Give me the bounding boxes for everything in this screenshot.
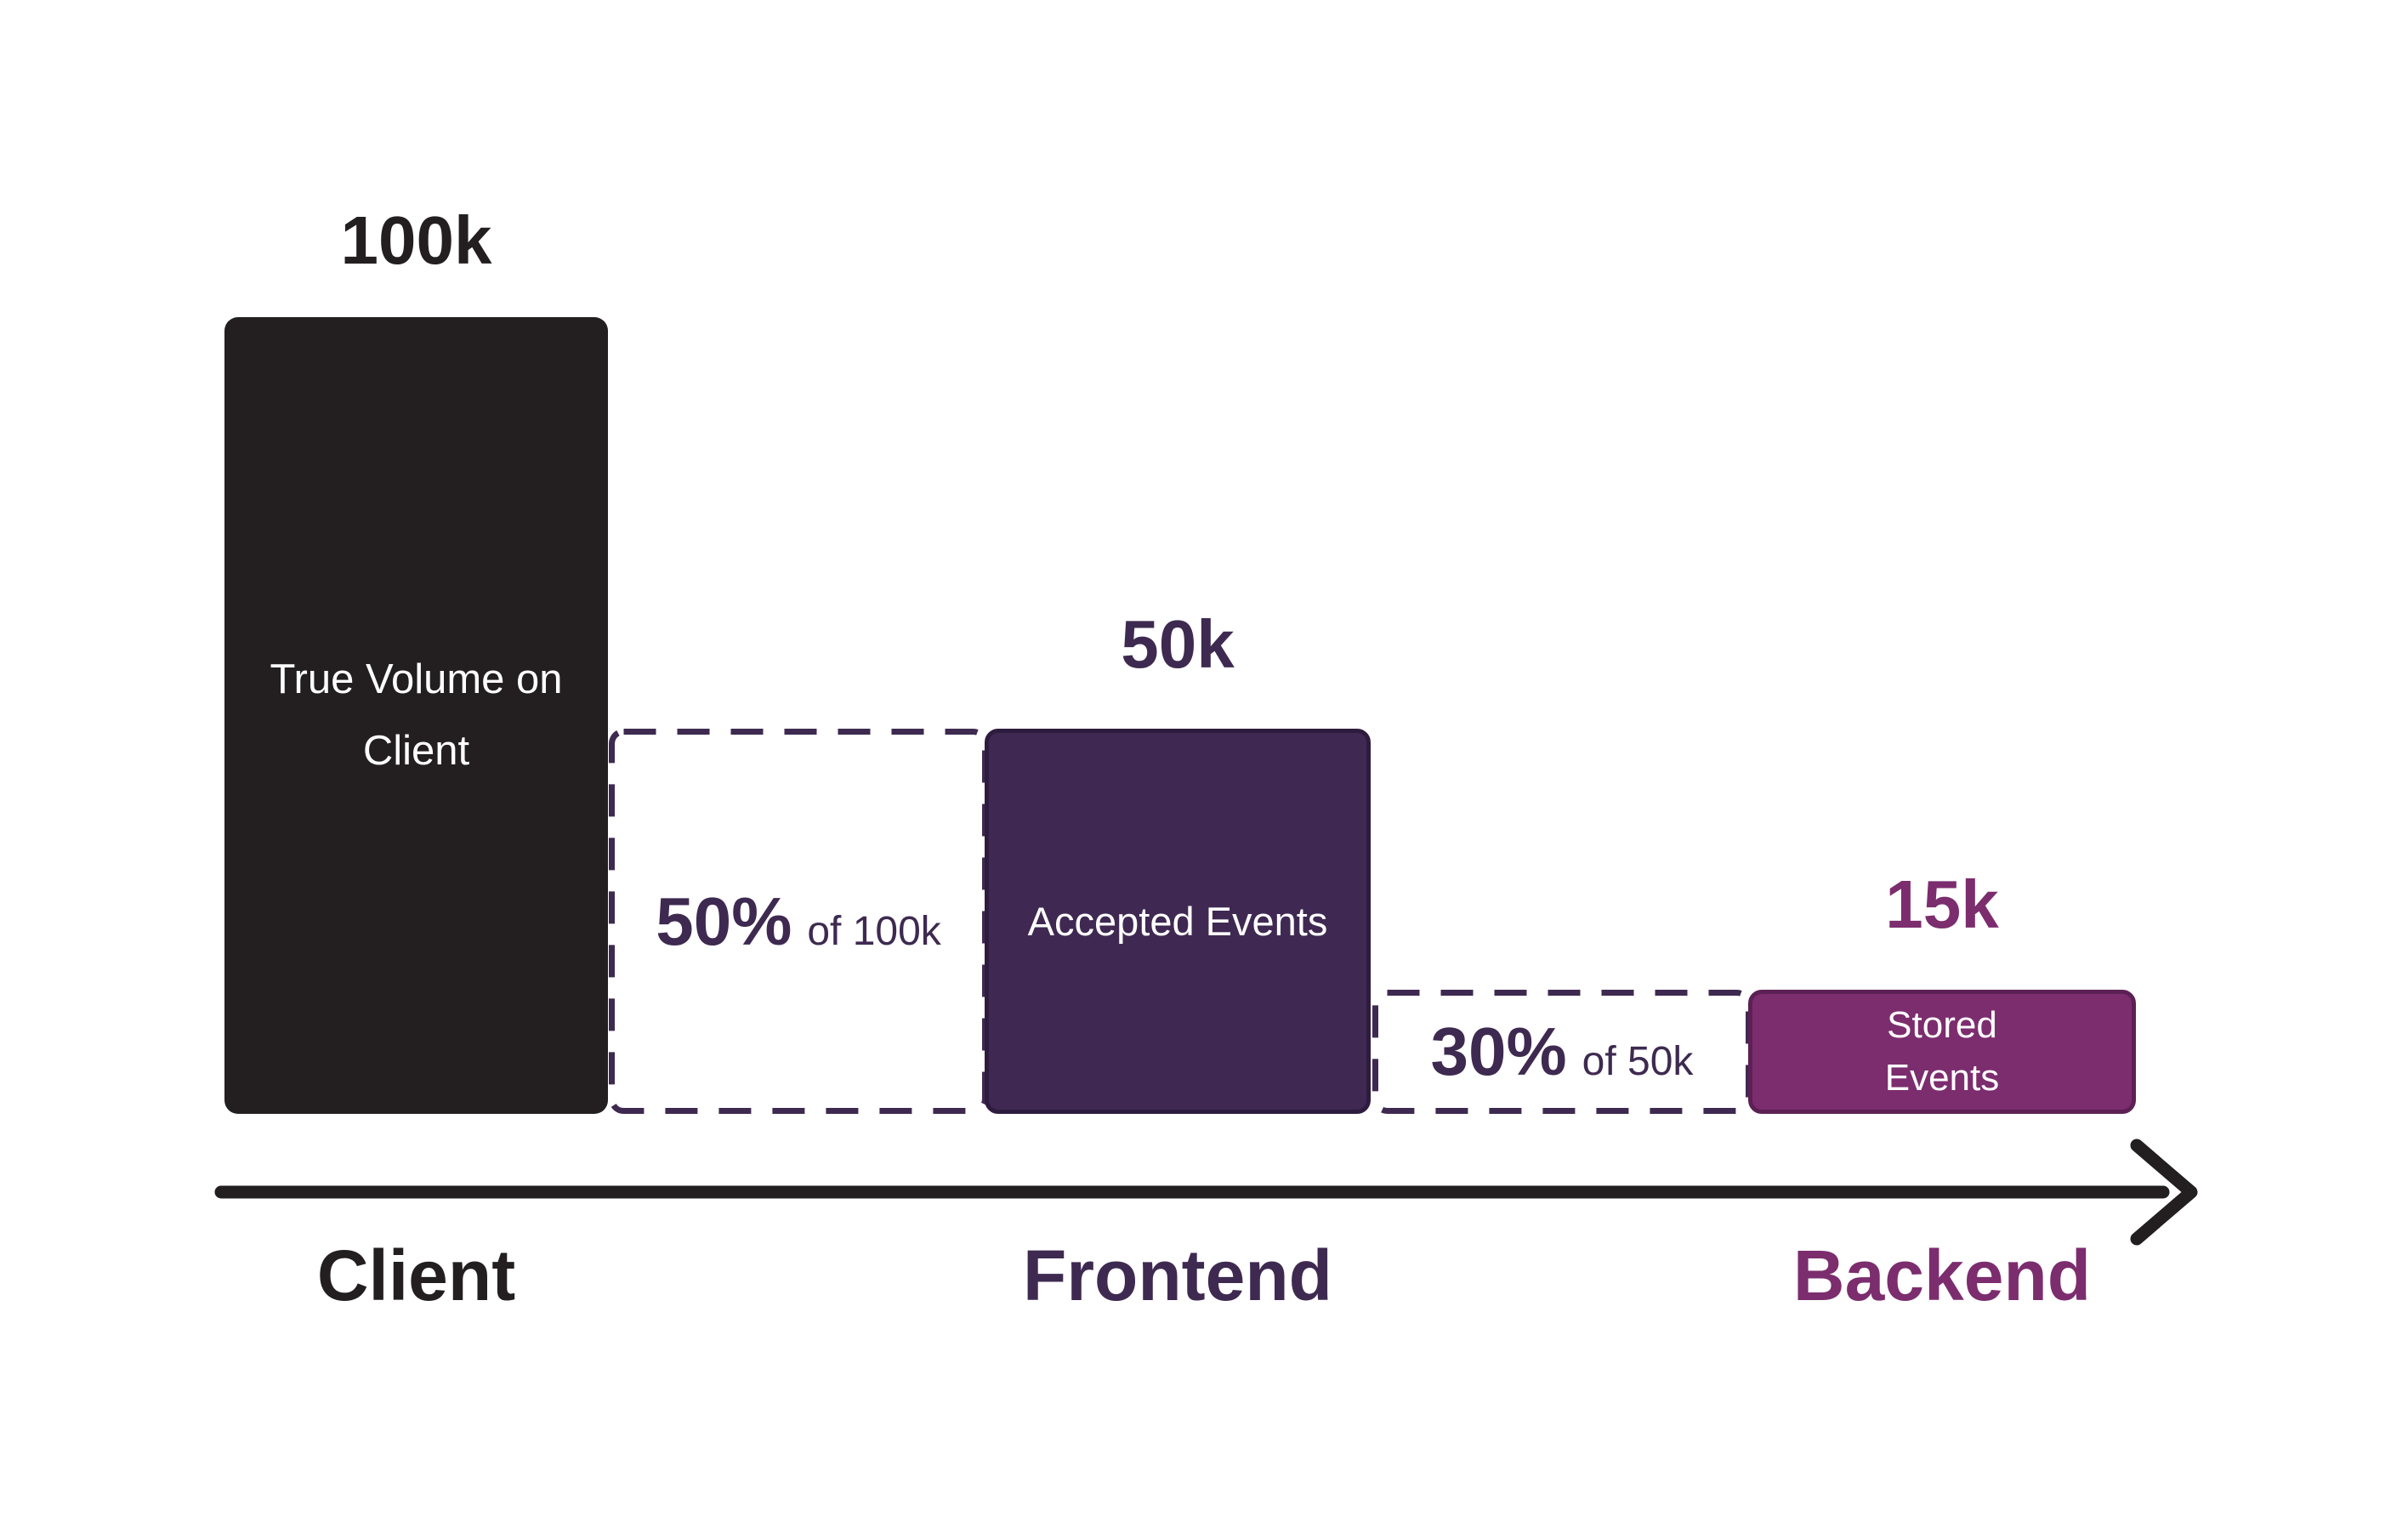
drop-annotation-text: 50% of 100k <box>656 883 941 961</box>
value-label-backend: 15k <box>1885 866 1999 942</box>
drop-percent: 50% <box>656 883 792 959</box>
bar-stored-events-label: Stored Events <box>1884 1004 2000 1099</box>
flow-axis-arrow <box>214 1139 2198 1246</box>
bar-accepted-events: Accepted Events <box>985 729 1371 1114</box>
drop-percent: 30% <box>1430 1014 1567 1089</box>
drop-basis: of 100k <box>807 908 941 954</box>
bar-true-volume-label: True Volume on Client <box>270 656 563 774</box>
value-label-frontend: 50k <box>1121 606 1235 682</box>
bar-true-volume-on-client: True Volume on Client <box>224 317 608 1114</box>
drop-annotation-frontend: 50% of 100k <box>609 729 988 1114</box>
bar-stored-events: Stored Events <box>1748 990 2136 1114</box>
drop-box-backend-outline <box>1372 990 1752 1114</box>
drop-annotation-text: 30% of 50k <box>1431 1013 1694 1091</box>
drop-annotation-backend: 30% of 50k <box>1372 990 1752 1114</box>
axis-label-frontend: Frontend <box>1023 1235 1332 1315</box>
arrowhead-icon <box>2130 1139 2198 1246</box>
axis-label-client: Client <box>316 1235 516 1315</box>
bar-accepted-events-label: Accepted Events <box>1027 898 1328 944</box>
value-label-client: 100k <box>340 202 492 278</box>
drop-basis: of 50k <box>1582 1039 1694 1084</box>
axis-label-backend: Backend <box>1792 1235 2092 1315</box>
